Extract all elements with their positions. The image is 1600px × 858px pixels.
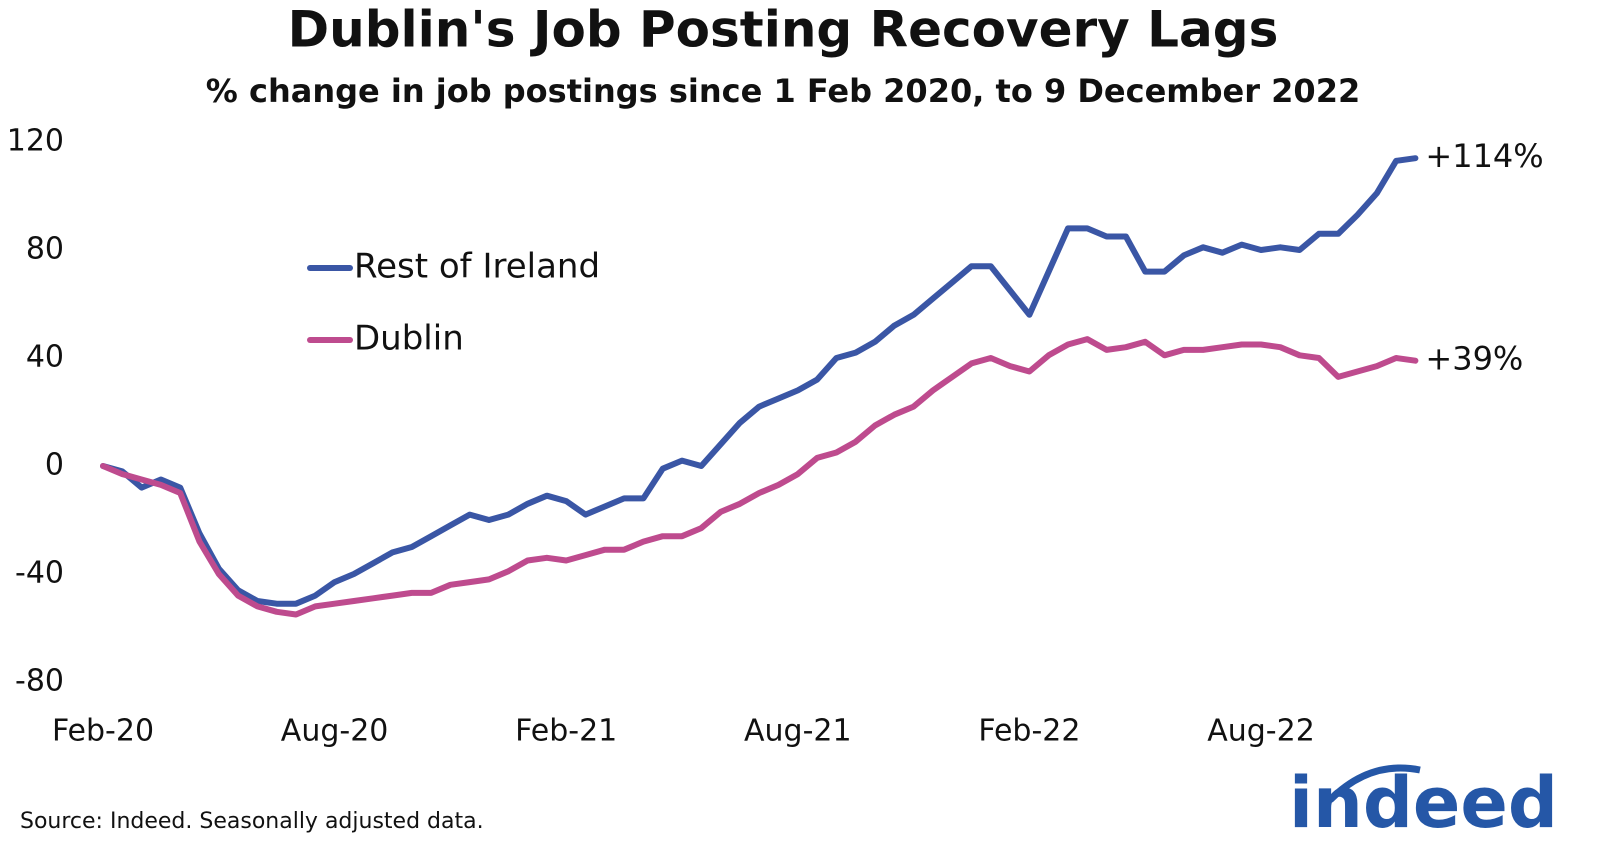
x-tick-label: Feb-21 [515, 714, 617, 749]
y-tick-label: -80 [15, 664, 64, 699]
y-tick-label: 120 [7, 124, 64, 159]
x-tick-label: Feb-20 [52, 714, 154, 749]
logo-arc [1327, 764, 1421, 803]
source-note: Source: Indeed. Seasonally adjusted data… [20, 809, 484, 834]
end-label: +114% [1425, 137, 1543, 175]
legend-label: Dublin [354, 319, 464, 359]
legend-label: Rest of Ireland [354, 247, 600, 287]
x-tick-label: Aug-22 [1207, 714, 1315, 749]
logo: indeed [1289, 762, 1558, 844]
x-tick-label: Aug-20 [281, 714, 389, 749]
series-line [100, 155, 1419, 607]
y-tick-label: 40 [26, 340, 64, 375]
series-line [100, 336, 1419, 618]
y-tick-label: -40 [15, 556, 64, 591]
chart-title: Dublin's Job Posting Recovery Lags [288, 1, 1279, 59]
y-tick-label: 80 [26, 232, 64, 267]
x-tick-label: Aug-21 [744, 714, 852, 749]
x-tick-label: Feb-22 [978, 714, 1080, 749]
chart-subtitle: % change in job postings since 1 Feb 202… [206, 72, 1360, 110]
end-label: +39% [1425, 340, 1523, 378]
y-tick-label: 0 [45, 448, 64, 483]
